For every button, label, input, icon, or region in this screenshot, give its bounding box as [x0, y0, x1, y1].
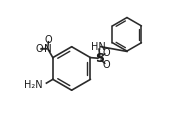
Text: O: O — [102, 60, 110, 70]
Text: N: N — [44, 44, 52, 54]
Text: HN: HN — [91, 42, 106, 52]
Text: O: O — [102, 48, 110, 58]
Text: O: O — [35, 44, 43, 54]
Text: S: S — [95, 52, 104, 65]
Text: H₂N: H₂N — [25, 80, 43, 90]
Text: O: O — [45, 35, 52, 45]
